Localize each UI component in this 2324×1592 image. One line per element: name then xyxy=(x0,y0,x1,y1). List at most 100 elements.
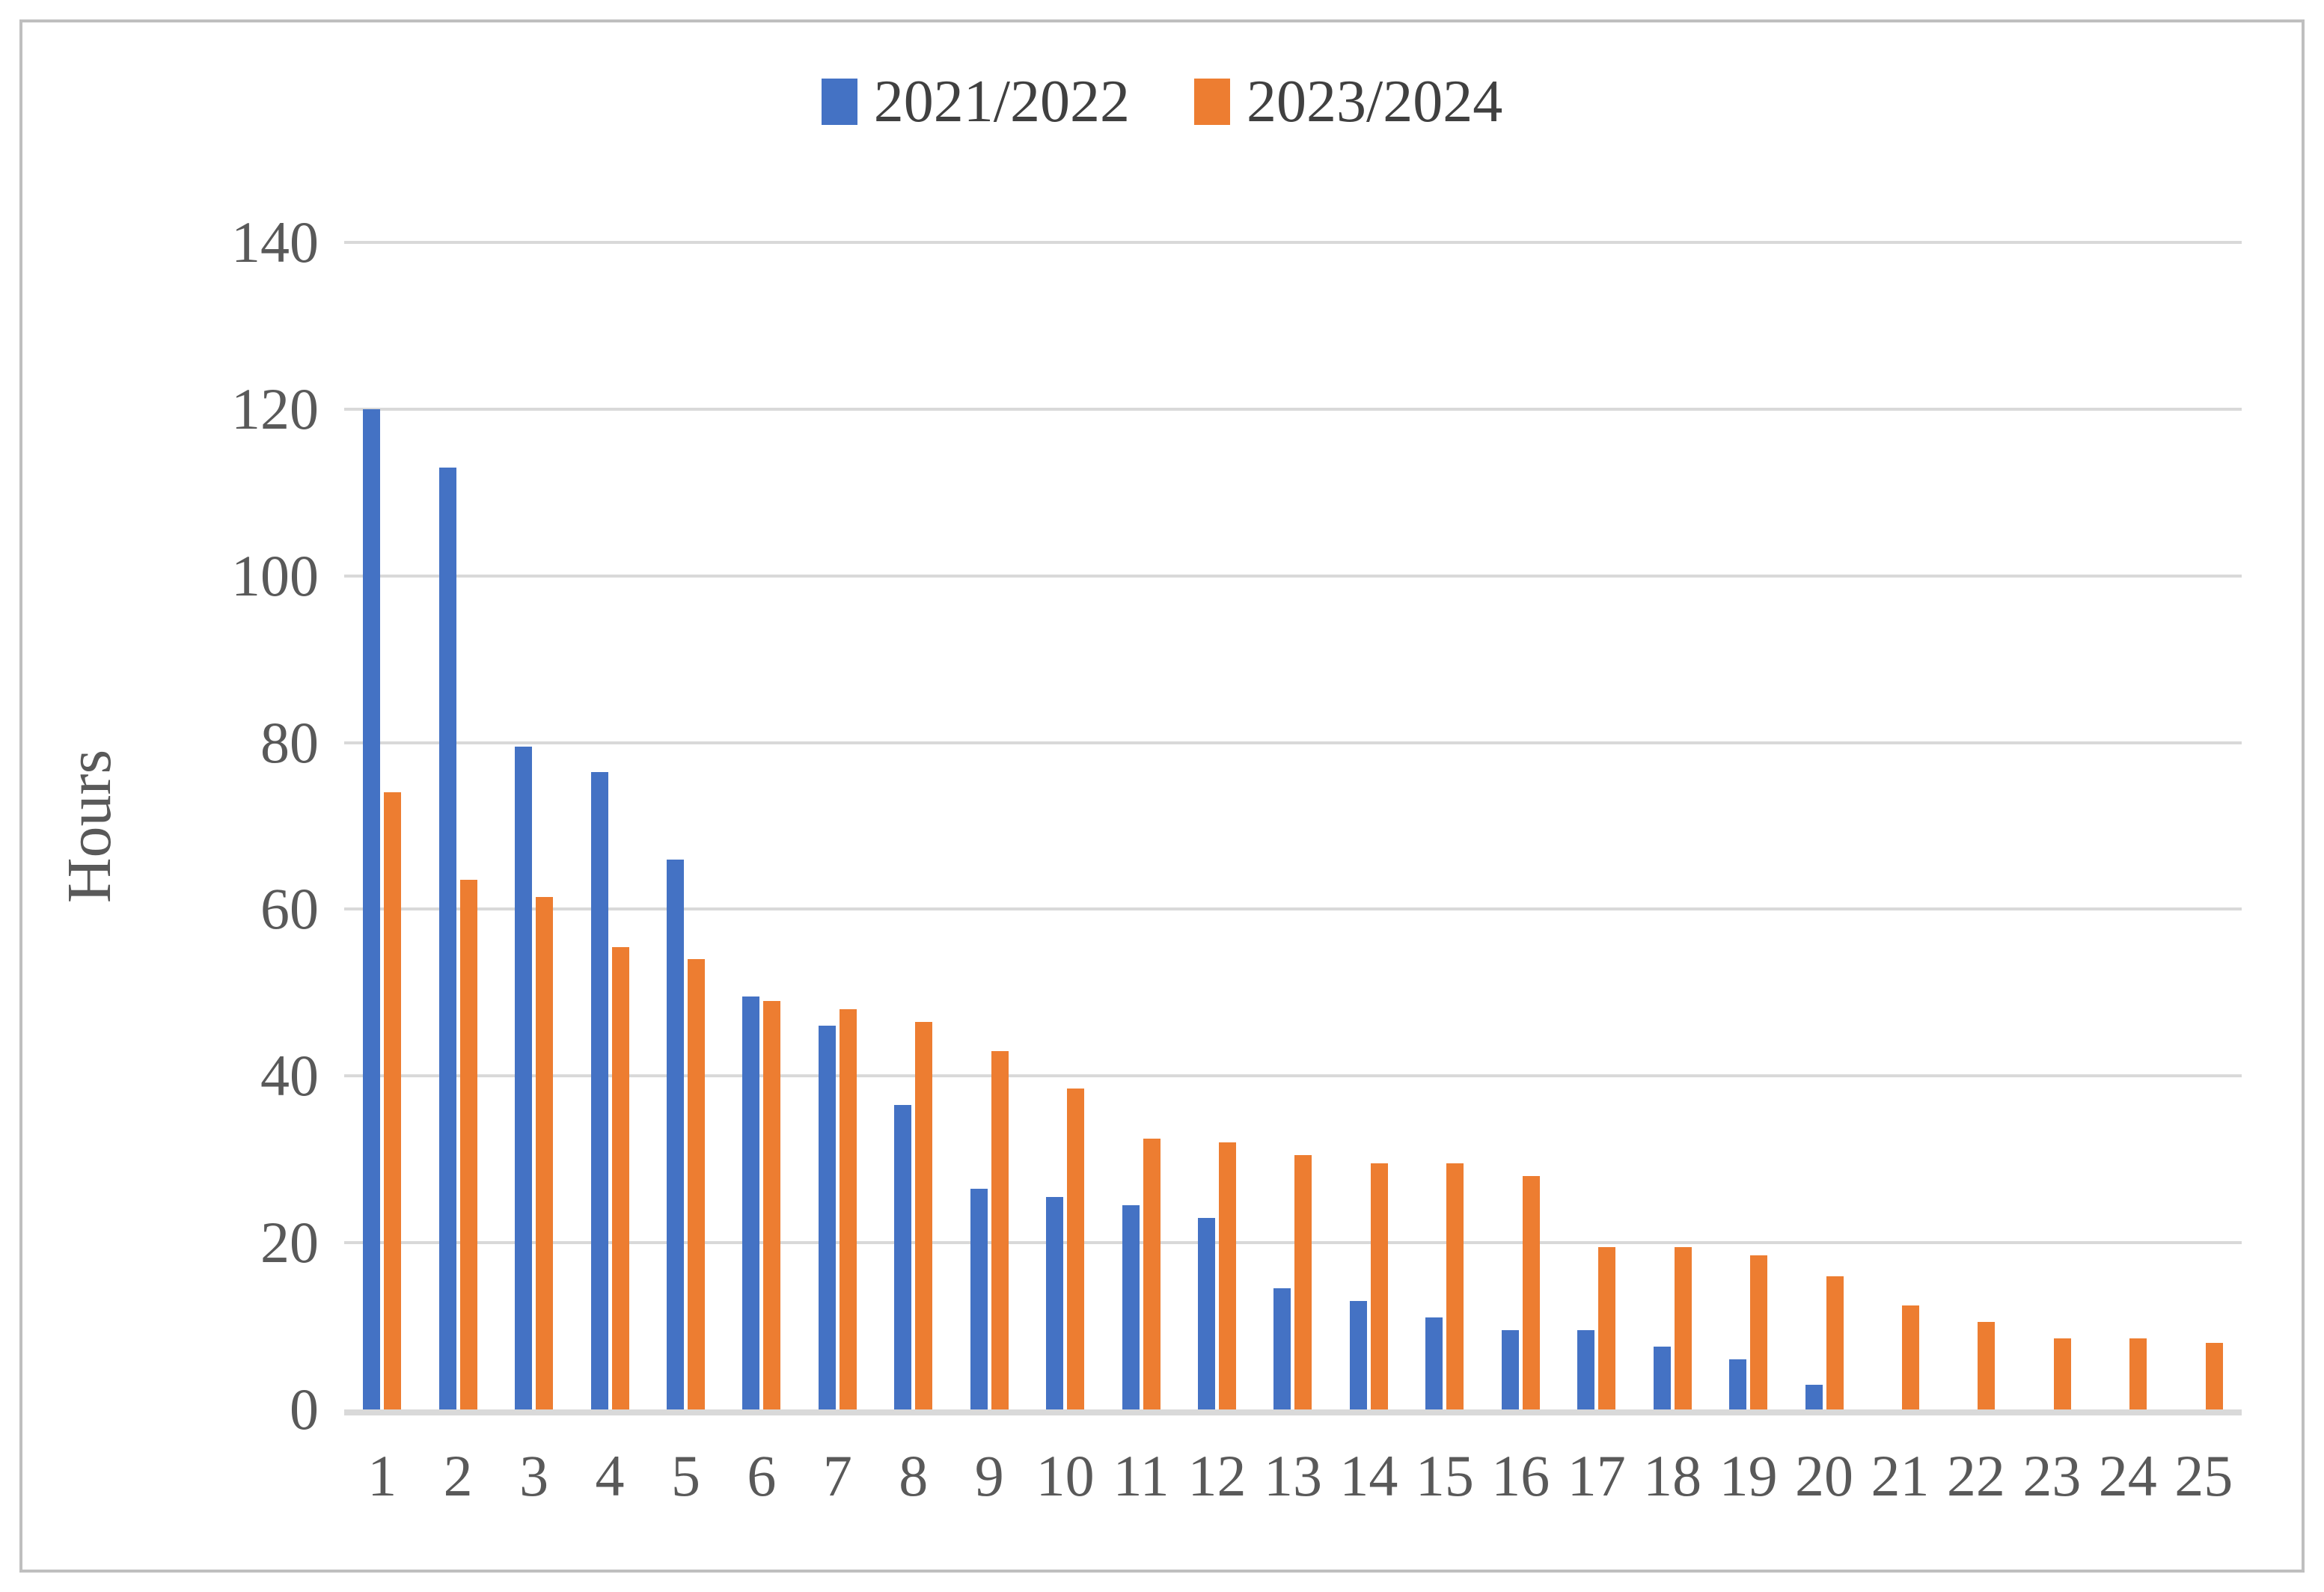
bar-2023-2024-cat-16 xyxy=(1522,1176,1540,1409)
gridline-20 xyxy=(344,1241,2242,1245)
bar-group-21 xyxy=(1862,242,1938,1409)
x-tick-label-19: 19 xyxy=(1719,1443,1778,1508)
x-tick-label-24: 24 xyxy=(2098,1443,2157,1508)
bar-group-20 xyxy=(1786,242,1862,1409)
gridline-60 xyxy=(344,907,2242,911)
bar-2023-2024-cat-19 xyxy=(1750,1255,1768,1409)
x-axis-tick-labels: 1 2 3 4 5 6 7 8 9 10 11 12 13 14 15 16 17 18 19 20 21 22 23 24 2… xyxy=(344,1409,2242,1541)
gridline-100 xyxy=(344,574,2242,578)
y-tick-label-60: 60 xyxy=(260,876,319,942)
bar-2021-2022-cat-10 xyxy=(1046,1196,1064,1409)
x-tick-label-13: 13 xyxy=(1263,1443,1322,1508)
y-tick-label-100: 100 xyxy=(231,542,319,608)
bar-2023-2024-cat-13 xyxy=(1294,1155,1312,1409)
bar-2023-2024-cat-4 xyxy=(611,946,629,1409)
x-tick-label-5: 5 xyxy=(670,1443,700,1508)
bar-2023-2024-cat-10 xyxy=(1067,1089,1085,1409)
y-tick-label-140: 140 xyxy=(231,209,319,275)
x-tick-label-21: 21 xyxy=(1871,1443,1930,1508)
bar-2021-2022-cat-15 xyxy=(1425,1317,1443,1409)
bar-2023-2024-cat-1 xyxy=(384,792,402,1409)
x-tick-label-12: 12 xyxy=(1187,1443,1247,1508)
chart-area: Hours 0 20 40 60 80 100 120 140 1 2 3 4 5 6 7 8 9 10 11 12… xyxy=(22,213,2302,1541)
x-tick-label-7: 7 xyxy=(822,1443,852,1508)
bar-2021-2022-cat-5 xyxy=(666,859,684,1409)
bar-group-15 xyxy=(1407,242,1482,1409)
bar-2021-2022-cat-8 xyxy=(894,1105,912,1409)
bar-2021-2022-cat-17 xyxy=(1577,1330,1595,1409)
bar-group-16 xyxy=(1483,242,1559,1409)
bar-2021-2022-cat-19 xyxy=(1729,1359,1747,1409)
legend-label-2021-2022: 2021/2022 xyxy=(873,69,1130,135)
plot-area xyxy=(344,241,2242,1415)
bar-2023-2024-cat-24 xyxy=(2129,1338,2147,1409)
x-axis-line xyxy=(344,1409,2242,1415)
bar-group-14 xyxy=(1331,242,1407,1409)
bar-group-25 xyxy=(2166,242,2242,1409)
bar-2021-2022-cat-9 xyxy=(970,1188,988,1409)
bars-container xyxy=(344,242,2242,1409)
x-tick-label-20: 20 xyxy=(1795,1443,1854,1508)
gridline-120 xyxy=(344,407,2242,411)
bar-2023-2024-cat-8 xyxy=(915,1021,933,1409)
bar-group-2 xyxy=(420,242,495,1409)
bar-2021-2022-cat-4 xyxy=(590,771,608,1409)
bar-2021-2022-cat-12 xyxy=(1198,1217,1216,1409)
x-tick-label-1: 1 xyxy=(367,1443,397,1508)
legend: 2021/2022 2023/2024 xyxy=(22,66,2302,138)
gridline-140 xyxy=(344,241,2242,244)
bar-group-8 xyxy=(875,242,951,1409)
x-tick-label-18: 18 xyxy=(1643,1443,1702,1508)
y-axis-title-cell: Hours xyxy=(22,242,157,1409)
bar-2023-2024-cat-18 xyxy=(1674,1246,1692,1409)
legend-swatch-2021-2022-icon xyxy=(821,79,857,125)
bar-2023-2024-cat-5 xyxy=(687,959,705,1409)
x-tick-label-2: 2 xyxy=(443,1443,473,1508)
bar-2023-2024-cat-11 xyxy=(1143,1138,1161,1409)
bar-2023-2024-cat-25 xyxy=(2205,1342,2223,1409)
bar-group-11 xyxy=(1103,242,1178,1409)
x-tick-label-6: 6 xyxy=(747,1443,777,1508)
bar-2023-2024-cat-14 xyxy=(1370,1163,1388,1409)
x-tick-label-23: 23 xyxy=(2022,1443,2082,1508)
y-tick-label-0: 0 xyxy=(290,1377,319,1442)
y-tick-label-40: 40 xyxy=(260,1043,319,1109)
bar-group-22 xyxy=(1938,242,2013,1409)
bar-2023-2024-cat-15 xyxy=(1446,1163,1464,1409)
legend-swatch-2023-2024-icon xyxy=(1194,79,1230,125)
bar-2021-2022-cat-14 xyxy=(1349,1301,1367,1409)
bar-2021-2022-cat-16 xyxy=(1501,1330,1519,1409)
bar-group-7 xyxy=(800,242,875,1409)
bar-2023-2024-cat-17 xyxy=(1598,1246,1616,1409)
legend-item-2021-2022: 2021/2022 xyxy=(821,69,1130,135)
legend-label-2023-2024: 2023/2024 xyxy=(1247,69,1503,135)
bar-2021-2022-cat-3 xyxy=(515,747,533,1409)
gridline-40 xyxy=(344,1074,2242,1078)
x-tick-label-11: 11 xyxy=(1113,1443,1169,1508)
bar-2021-2022-cat-13 xyxy=(1273,1288,1291,1409)
bar-2023-2024-cat-2 xyxy=(459,880,477,1409)
x-tick-label-16: 16 xyxy=(1491,1443,1550,1508)
y-axis-tick-labels: 0 20 40 60 80 100 120 140 xyxy=(157,213,344,1439)
bar-group-10 xyxy=(1027,242,1103,1409)
x-tick-label-9: 9 xyxy=(974,1443,1004,1508)
bar-2023-2024-cat-21 xyxy=(1901,1305,1919,1409)
y-tick-label-20: 20 xyxy=(260,1210,319,1276)
x-tick-label-25: 25 xyxy=(2174,1443,2233,1508)
bar-group-23 xyxy=(2014,242,2090,1409)
bar-group-18 xyxy=(1634,242,1710,1409)
bar-group-24 xyxy=(2090,242,2165,1409)
bar-2021-2022-cat-2 xyxy=(438,467,456,1409)
bar-2023-2024-cat-6 xyxy=(763,1001,781,1409)
gridline-80 xyxy=(344,741,2242,744)
bar-2021-2022-cat-11 xyxy=(1122,1205,1140,1409)
y-tick-label-80: 80 xyxy=(260,709,319,775)
bar-group-12 xyxy=(1179,242,1255,1409)
bar-2023-2024-cat-20 xyxy=(1826,1276,1844,1409)
bar-2023-2024-cat-9 xyxy=(991,1050,1009,1409)
bar-2021-2022-cat-1 xyxy=(363,408,381,1409)
bar-group-6 xyxy=(724,242,799,1409)
x-tick-label-3: 3 xyxy=(519,1443,549,1508)
bar-2023-2024-cat-12 xyxy=(1219,1142,1237,1409)
bar-2023-2024-cat-22 xyxy=(1978,1322,1996,1409)
